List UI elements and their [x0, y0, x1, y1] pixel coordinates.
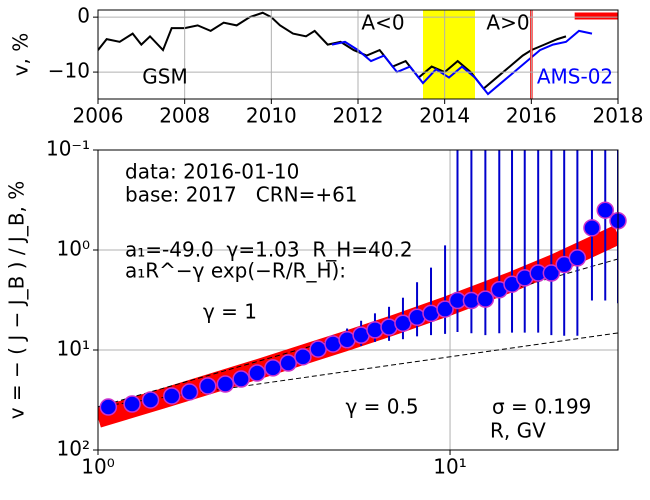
reference-line [98, 258, 618, 408]
y-tick-label: −10 [48, 59, 90, 83]
y-tick-label: 0 [77, 4, 90, 28]
data-point [141, 391, 160, 409]
plot-frame [97, 149, 619, 451]
x-tick-label: 2008 [159, 104, 210, 128]
legend-label: GSM [142, 65, 187, 89]
x-tick-label: 2010 [246, 104, 297, 128]
data-point [294, 348, 312, 366]
data-point [248, 364, 266, 382]
x-tick-label: 2012 [333, 104, 384, 128]
data-point [180, 383, 199, 401]
y-tick-label: 10⁻¹ [46, 137, 90, 161]
data-line [331, 29, 593, 96]
data-point [163, 387, 181, 405]
highlight-band [423, 10, 475, 99]
data-line [98, 11, 567, 90]
y-tick-label: 10² [57, 437, 90, 461]
data-point [279, 354, 297, 372]
data-point [583, 219, 601, 237]
annotation: data: 2016-01-10 [125, 160, 299, 184]
annotation: σ = 0.199 [492, 395, 591, 419]
data-point [198, 377, 217, 395]
x-tick-label: 2016 [506, 104, 557, 128]
data-point [596, 201, 615, 219]
data-point [232, 370, 250, 388]
x-tick-label: 2018 [593, 104, 644, 128]
x-axis-label: R, GV [490, 419, 546, 443]
x-tick-label: 10⁰ [81, 455, 114, 479]
top-panel: 2006 2008 2010 2012 2014 2016 2018 −10 0 GSM AMS-0… [9, 4, 644, 128]
x-tick-label: 2014 [419, 104, 470, 128]
data-point [476, 290, 495, 308]
annotation: A<0 [361, 11, 404, 35]
annotation: a₁R^−γ exp(−R/R_H): [125, 259, 346, 283]
annotation: a₁=-49.0 γ=1.03 R_H=40.2 [125, 238, 413, 262]
annotation: A>0 [486, 11, 529, 35]
data-point [542, 264, 561, 282]
line-label: γ = 0.5 [345, 395, 418, 419]
plot-frame [97, 9, 619, 100]
data-point [123, 395, 141, 413]
data-point [264, 359, 282, 377]
x-tick-label: 10¹ [433, 455, 466, 479]
line-label: γ = 1 [203, 300, 257, 324]
data-point [99, 398, 118, 416]
y-tick-label: 10¹ [57, 337, 90, 361]
y-axis-label: v = − ( J − J_B ) / J_B, % [5, 181, 29, 420]
data-point [568, 249, 587, 267]
data-point [366, 321, 384, 339]
y-tick-label: 10⁰ [57, 237, 90, 261]
data-point [216, 375, 235, 393]
legend-label: AMS-02 [537, 65, 613, 89]
y-axis-label: v, % [9, 33, 33, 77]
x-tick-label: 2006 [73, 104, 124, 128]
plot-area [98, 10, 618, 99]
annotation: base: 2017 CRN=+61 [125, 183, 358, 207]
data-point [309, 340, 327, 358]
data-point [436, 300, 454, 318]
bottom-panel: 10⁰ 10¹ 10⁻¹ 10⁰ 10¹ 10² γ = 1 γ = 0.5 data: 201… [5, 137, 627, 479]
